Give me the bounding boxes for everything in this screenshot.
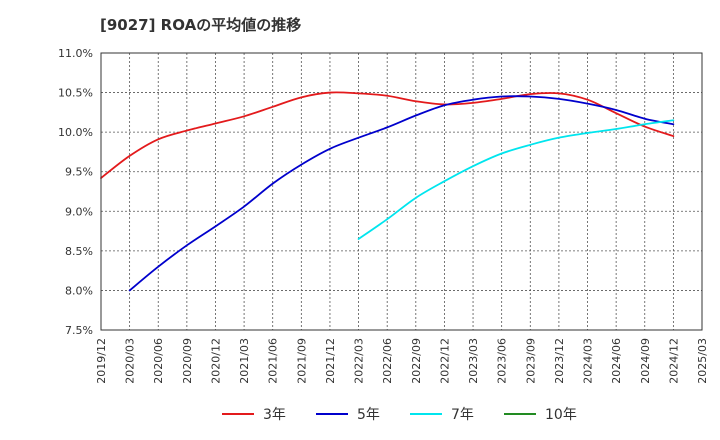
x-tick-label: 2021/09 <box>295 338 308 384</box>
y-tick-label: 9.0% <box>65 205 93 218</box>
x-tick-label: 2020/06 <box>152 338 165 384</box>
legend-label-10年: 10年 <box>545 407 577 423</box>
y-tick-label: 9.5% <box>65 166 93 179</box>
y-tick-label: 10.5% <box>58 87 93 100</box>
x-tick-label: 2023/03 <box>467 338 480 384</box>
y-tick-label: 8.0% <box>65 284 93 297</box>
y-axis: 7.5% 8.0% 8.5% 9.0% 9.5% 10.0% 10.5% 11.0% <box>58 47 93 337</box>
x-tick-label: 2024/12 <box>667 338 680 384</box>
x-tick-label: 2020/12 <box>209 338 222 384</box>
x-tick-label: 2021/12 <box>324 338 337 384</box>
x-tick-label: 2022/09 <box>410 338 423 384</box>
x-tick-label: 2020/09 <box>181 338 194 384</box>
series-layer <box>100 91 675 292</box>
y-tick-label: 7.5% <box>65 324 93 337</box>
y-tick-label: 8.5% <box>65 245 93 258</box>
x-tick-label: 2024/06 <box>610 338 623 384</box>
series-line-5年 <box>128 95 675 292</box>
x-axis: 2019/12 2020/03 2020/06 2020/09 2020/12 2021/… <box>95 338 709 384</box>
legend: 3年 5年 7年 10年 <box>222 407 577 423</box>
x-tick-label: 2022/12 <box>438 338 451 384</box>
x-tick-label: 2019/12 <box>95 338 108 384</box>
x-tick-label: 2022/03 <box>353 338 366 384</box>
x-tick-label: 2021/03 <box>238 338 251 384</box>
series-line-7年 <box>357 119 675 240</box>
x-tick-label: 2021/06 <box>267 338 280 384</box>
x-tick-label: 2024/09 <box>639 338 652 384</box>
chart-title: [9027] ROAの平均値の推移 <box>100 16 302 34</box>
x-tick-label: 2024/03 <box>582 338 595 384</box>
y-tick-label: 10.0% <box>58 126 93 139</box>
series-line-3年 <box>100 91 675 179</box>
legend-label-7年: 7年 <box>451 407 474 423</box>
plot-frame <box>100 52 703 331</box>
x-tick-label: 2023/09 <box>524 338 537 384</box>
legend-label-5年: 5年 <box>357 407 380 423</box>
x-tick-label: 2025/03 <box>696 338 709 384</box>
x-tick-label: 2023/06 <box>496 338 509 384</box>
y-tick-label: 11.0% <box>58 47 93 60</box>
grid <box>101 53 702 330</box>
x-tick-label: 2022/06 <box>381 338 394 384</box>
legend-label-3年: 3年 <box>263 407 286 423</box>
x-tick-label: 2023/12 <box>553 338 566 384</box>
x-tick-label: 2020/03 <box>124 338 137 384</box>
